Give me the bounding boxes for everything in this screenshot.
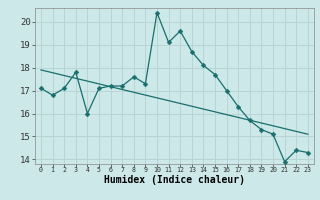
X-axis label: Humidex (Indice chaleur): Humidex (Indice chaleur) <box>104 175 245 185</box>
